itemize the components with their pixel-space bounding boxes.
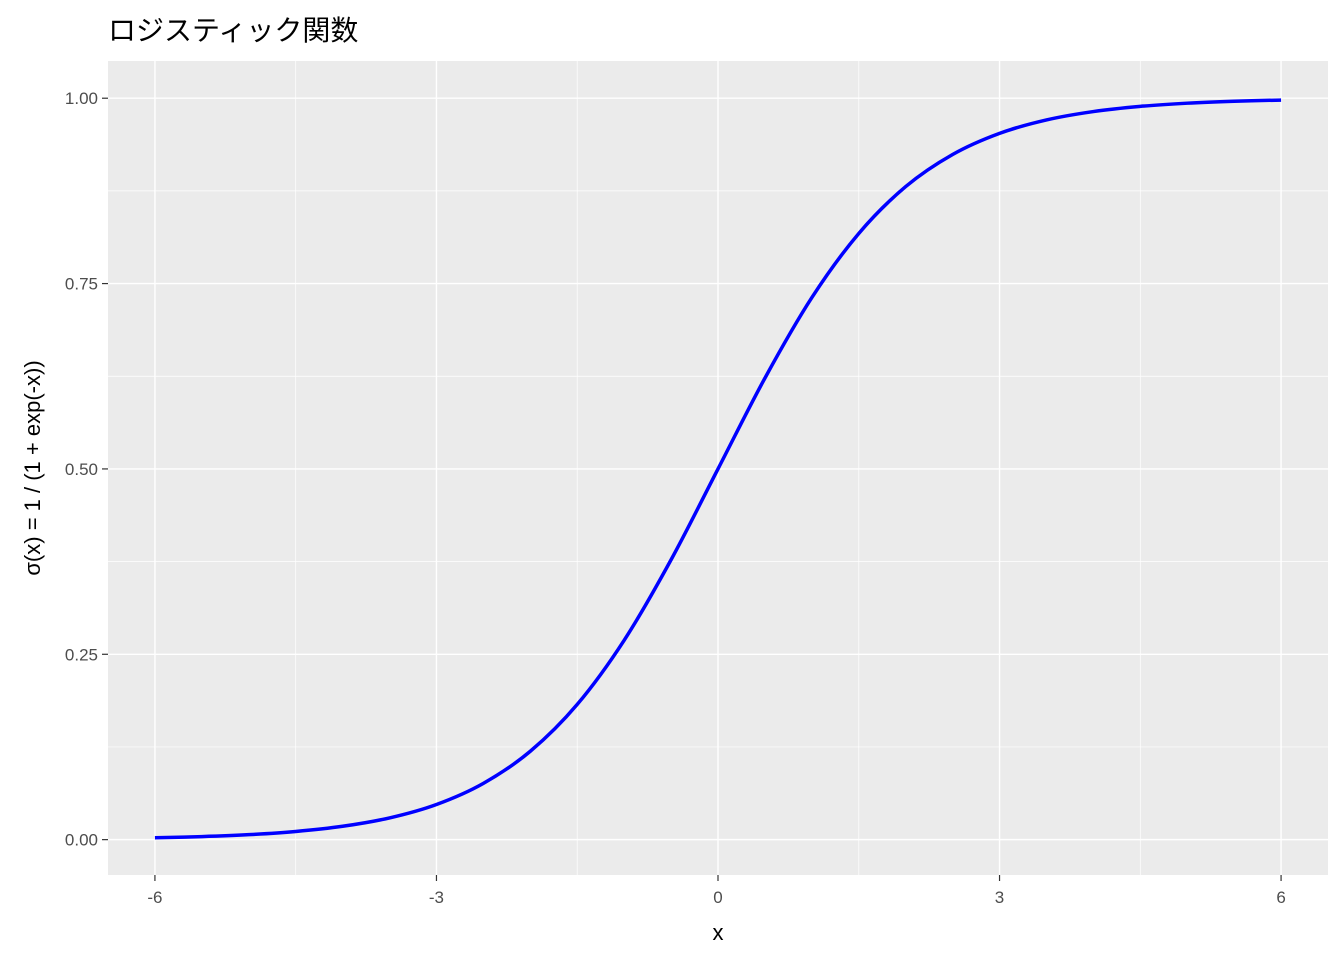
chart-title: ロジスティック関数 (108, 14, 358, 47)
y-tick-label: 0.75 (65, 275, 98, 294)
x-tick-label: 0 (713, 888, 722, 907)
y-axis-label: σ(x) = 1 / (1 + exp(-x)) (20, 360, 45, 575)
y-tick-label: 0.25 (65, 645, 98, 664)
y-tick-label: 0.50 (65, 460, 98, 479)
x-tick-label: 3 (995, 888, 1004, 907)
x-axis-label: x (713, 920, 724, 945)
x-tick-label: -6 (147, 888, 162, 907)
y-tick-label: 0.00 (65, 831, 98, 850)
x-tick-label: -3 (429, 888, 444, 907)
axis-ticks: -6 -3 0 3 6 0.00 0.25 0.50 0.75 1.00 (65, 89, 1286, 907)
series-layer (154, 98, 1282, 840)
y-tick-label: 1.00 (65, 89, 98, 108)
series-line (154, 98, 1282, 840)
x-tick-label: 6 (1276, 888, 1285, 907)
